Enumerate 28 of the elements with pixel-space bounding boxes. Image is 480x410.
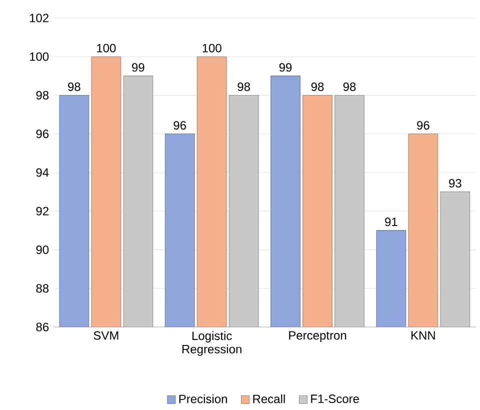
legend-label: Precision xyxy=(179,394,227,404)
data-label: 99 xyxy=(132,63,144,72)
data-label: 98 xyxy=(68,82,80,91)
data-label: 98 xyxy=(343,82,356,91)
x-tick-label: Perceptron xyxy=(289,331,346,342)
y-tick-label: 94 xyxy=(36,168,49,177)
legend-label: Recall xyxy=(253,394,285,404)
y-tick-label: 92 xyxy=(36,206,48,216)
data-label: 100 xyxy=(202,44,222,52)
y-tick-label: 86 xyxy=(36,322,49,332)
data-label: 100 xyxy=(97,44,116,52)
y-tick-label: 88 xyxy=(36,284,49,293)
x-tick-label: SVM xyxy=(94,331,118,340)
x-tick-label: KNN xyxy=(411,331,435,340)
data-label: 98 xyxy=(311,82,324,91)
y-tick-label: 100 xyxy=(30,52,49,61)
y-tick-label: 96 xyxy=(36,130,49,138)
y-tick-label: 90 xyxy=(36,245,49,254)
data-label: 96 xyxy=(417,120,430,130)
legend-label: F1-Score xyxy=(311,394,359,403)
y-tick-label: 98 xyxy=(36,90,49,100)
y-tick-label: 102 xyxy=(30,14,48,22)
x-tick-label: Logistic Regression xyxy=(182,331,242,356)
data-label: 98 xyxy=(238,82,250,91)
data-label: 93 xyxy=(449,178,462,188)
data-label: 99 xyxy=(279,63,292,72)
data-label: 91 xyxy=(385,218,398,226)
data-label: 96 xyxy=(174,120,186,130)
